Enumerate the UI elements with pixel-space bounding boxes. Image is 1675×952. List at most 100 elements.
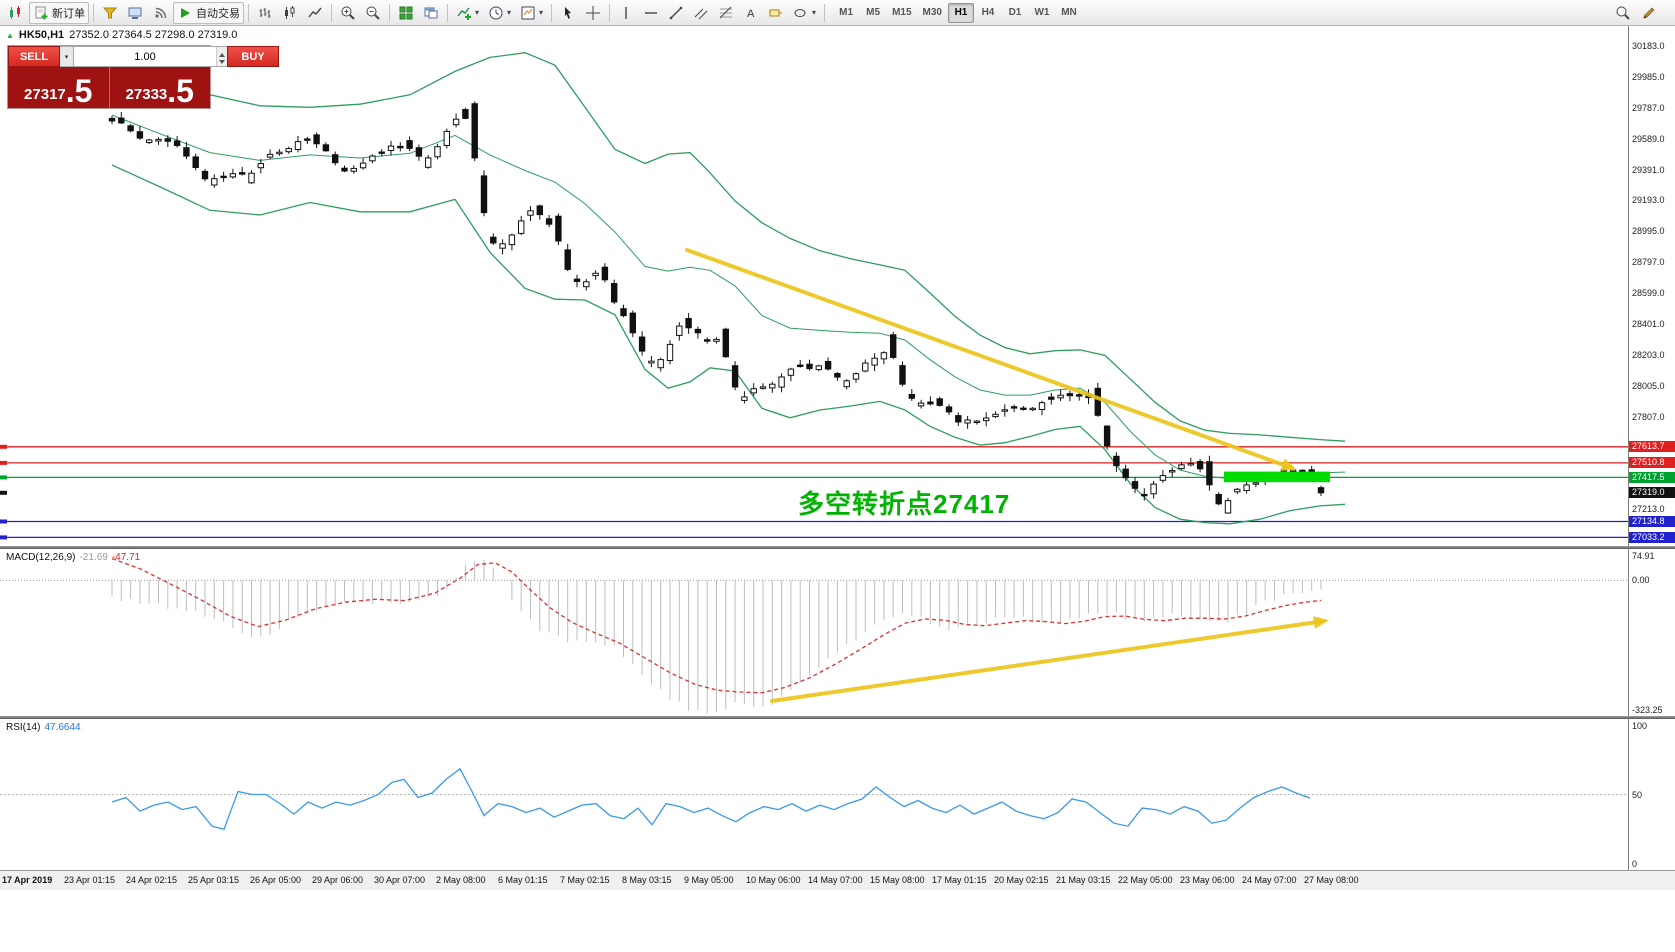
- timeframe-toolbar: M1 M5 M15 M30 H1 H4 D1 W1 MN: [833, 2, 1082, 23]
- dropdown-arrow-icon: ▾: [475, 7, 480, 17]
- toolbar-separator: [551, 3, 553, 22]
- time-tick-label: 8 May 03:15: [622, 875, 672, 885]
- macd-panel-canvas[interactable]: [0, 549, 1628, 716]
- crosshair-icon: [586, 5, 601, 20]
- macd-signal-line: [111, 557, 1322, 694]
- templates-button[interactable]: ▾: [516, 2, 547, 24]
- volume-increase-button[interactable]: [217, 47, 227, 57]
- tile-windows-button[interactable]: [394, 2, 418, 24]
- time-tick-label: 24 May 07:00: [1242, 875, 1297, 885]
- panel-separator[interactable]: [0, 546, 1675, 549]
- vertical-line-tool-button[interactable]: [614, 2, 638, 24]
- panel-separator[interactable]: [0, 716, 1675, 719]
- dropdown-arrow-icon: ▾: [539, 7, 544, 17]
- sell-button[interactable]: SELL: [8, 46, 60, 67]
- bar-chart-mode-button[interactable]: [253, 2, 277, 24]
- time-axis[interactable]: 17 Apr 2019 23 Apr 01:15 24 Apr 02:15 25 Ap…: [0, 870, 1675, 890]
- macd-name: MACD(12,26,9): [6, 552, 76, 563]
- auto-trading-button[interactable]: 自动交易: [173, 1, 244, 24]
- toolbar-separator: [447, 3, 448, 22]
- chart-window[interactable]: ▲ HK50,H1 27352.0 27364.5 27298.0 27319.…: [0, 26, 1675, 952]
- symbol-name: HK50,H1: [18, 29, 65, 41]
- time-tick-label: 7 May 02:15: [560, 875, 610, 885]
- time-tick-label: 2 May 08:00: [436, 875, 486, 885]
- rsi-label: RSI(14) 47.6644: [6, 722, 81, 733]
- timeframe-m30-button[interactable]: M30: [918, 3, 947, 23]
- text-tool-button[interactable]: A: [739, 2, 763, 24]
- dropdown-arrow-icon: ▾: [812, 7, 817, 17]
- timeframe-w1-button[interactable]: W1: [1029, 3, 1055, 23]
- time-tick-label: 25 Apr 03:15: [188, 875, 240, 885]
- volume-decrease-button[interactable]: [217, 56, 227, 66]
- volume-input[interactable]: [74, 47, 216, 66]
- new-window-button[interactable]: [419, 2, 443, 24]
- price-axis[interactable]: 30183.0 29985.0 29787.0 29589.0 29391.0 29193…: [1628, 26, 1675, 870]
- rsi-panel-canvas[interactable]: [0, 719, 1628, 870]
- vertical-line-icon: [625, 6, 627, 19]
- buy-price-display[interactable]: 27333.5: [110, 67, 211, 108]
- search-button[interactable]: [1611, 2, 1635, 24]
- time-tick-label: 30 Apr 07:00: [374, 875, 426, 885]
- tile-windows-icon: [399, 6, 413, 19]
- dropdown-arrow-icon: ▾: [507, 7, 512, 17]
- timeframe-m1-button[interactable]: M1: [833, 3, 859, 23]
- candlestick-mode-button[interactable]: [278, 2, 302, 24]
- indicators-button[interactable]: ▾: [452, 2, 483, 24]
- zoom-out-button[interactable]: [361, 2, 385, 24]
- trendline-tool-button[interactable]: [664, 2, 688, 24]
- macd-tick-label: 74.91: [1632, 551, 1655, 561]
- timeframe-h1-button[interactable]: H1: [947, 2, 974, 23]
- cursor-tool-button[interactable]: [556, 2, 580, 24]
- price-tick-label: 28995.0: [1632, 226, 1665, 237]
- level-price-tag[interactable]: 27033.2: [1629, 531, 1675, 543]
- timeframe-mn-button[interactable]: MN: [1056, 3, 1082, 23]
- volume-menu-button[interactable]: ▾: [60, 46, 74, 67]
- line-chart-icon: [308, 7, 322, 17]
- line-chart-mode-button[interactable]: [303, 2, 327, 24]
- periods-button[interactable]: ▾: [484, 2, 515, 24]
- level-price-tag[interactable]: 27417.5: [1629, 471, 1675, 483]
- price-tick-label: 27807.0: [1632, 411, 1665, 422]
- time-tick-label: 10 May 06:00: [746, 875, 801, 885]
- toolbar-separator: [93, 3, 94, 22]
- label-tool-button[interactable]: [764, 2, 788, 24]
- level-price-tag[interactable]: 27134.8: [1629, 516, 1675, 528]
- rsi-value: 47.6644: [44, 722, 81, 733]
- rsi-tick-label: 50: [1632, 789, 1643, 800]
- annotation-text: 多空转折点27417: [798, 489, 1011, 519]
- bollinger-lower-band: [111, 164, 1346, 525]
- sell-price-display[interactable]: 27317.5: [8, 67, 110, 108]
- volume-spinner: [216, 47, 227, 66]
- timeframe-m15-button[interactable]: M15: [887, 3, 916, 23]
- trend-arrow[interactable]: [770, 619, 1326, 703]
- shapes-tool-button[interactable]: ▾: [789, 2, 820, 24]
- timeframe-h4-button[interactable]: H4: [975, 3, 1001, 23]
- trade-panel-prices: 27317.5 27333.5: [8, 67, 210, 108]
- buy-button[interactable]: BUY: [227, 46, 279, 67]
- level-price-tag[interactable]: 27510.8: [1629, 457, 1675, 469]
- timeframe-m5-button[interactable]: M5: [860, 3, 886, 23]
- time-tick-label: 27 May 08:00: [1304, 875, 1359, 885]
- buy-price-frac: .5: [167, 72, 194, 109]
- macd-signal-value: -47.71: [111, 552, 141, 563]
- timeframe-d1-button[interactable]: D1: [1002, 3, 1028, 23]
- market-watch-button[interactable]: [98, 2, 122, 24]
- toolbar-right-group: [1611, 2, 1661, 24]
- app-chart-button[interactable]: [4, 2, 28, 24]
- toolbar-separator: [389, 3, 390, 22]
- community-button[interactable]: [148, 2, 172, 24]
- zoom-in-button[interactable]: [336, 2, 360, 24]
- main-chart-canvas[interactable]: [0, 26, 1628, 546]
- support-zone-rect[interactable]: [1224, 471, 1330, 483]
- trend-arrow[interactable]: [685, 248, 1294, 470]
- terminal-button[interactable]: [123, 2, 147, 24]
- time-tick-label: 23 May 06:00: [1180, 875, 1235, 885]
- level-price-tag[interactable]: 27613.7: [1629, 441, 1675, 453]
- fibonacci-tool-button[interactable]: [714, 2, 738, 24]
- horizontal-line-tool-button[interactable]: [639, 2, 663, 24]
- edit-button[interactable]: [1637, 2, 1661, 24]
- new-order-button[interactable]: 新订单: [29, 1, 89, 24]
- price-tick-label: 28203.0: [1632, 349, 1665, 360]
- crosshair-tool-button[interactable]: [581, 2, 605, 24]
- channel-tool-button[interactable]: [689, 2, 713, 24]
